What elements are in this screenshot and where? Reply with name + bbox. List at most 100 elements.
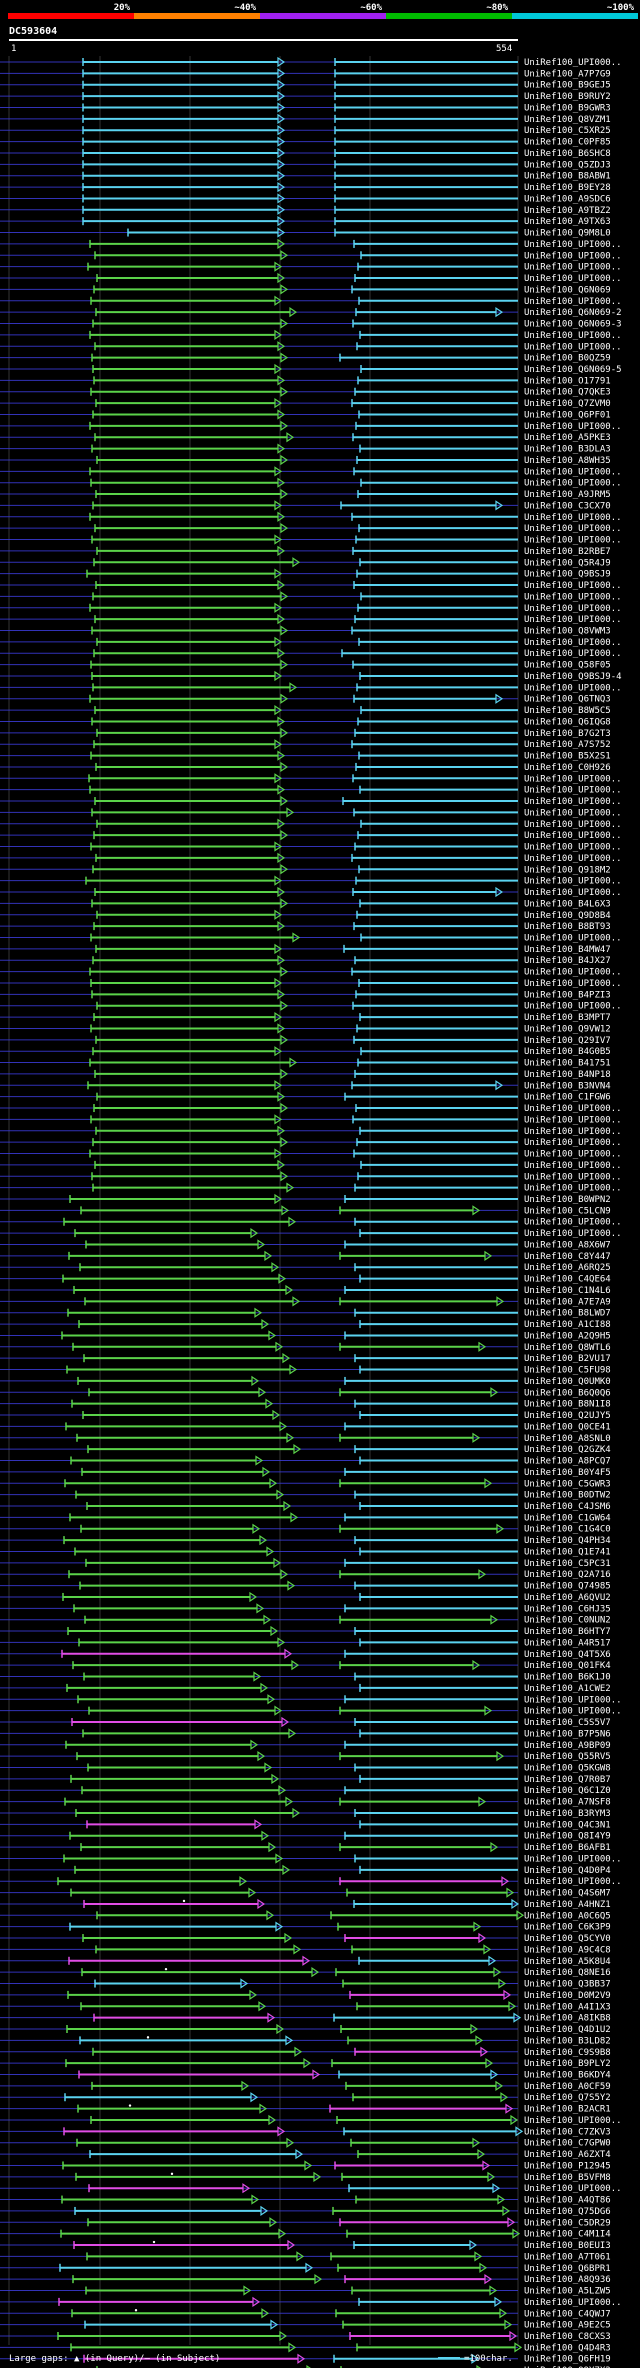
hit-label[interactable]: UniRef100_Q8WTL6 <box>524 1343 611 1353</box>
hit-label[interactable]: UniRef100_B9EY28 <box>524 183 611 193</box>
hit-label[interactable]: UniRef100_B3RYM3 <box>524 1809 611 1819</box>
hit-label[interactable]: UniRef100_B0WPN2 <box>524 1195 611 1205</box>
hit-label[interactable]: UniRef100_UPI000.. <box>524 638 622 648</box>
hit-label[interactable]: UniRef100_UPI000.. <box>524 2116 622 2126</box>
hit-label[interactable]: UniRef100_Q7R0B7 <box>524 1775 611 1785</box>
hit-label[interactable]: UniRef100_O17791 <box>524 376 611 386</box>
hit-label[interactable]: UniRef100_UPI000.. <box>524 831 622 841</box>
hit-label[interactable]: UniRef100_Q7QKE3 <box>524 388 611 398</box>
hit-label[interactable]: UniRef100_Q8I4Y9 <box>524 1832 611 1842</box>
hit-label[interactable]: UniRef100_B4G0B5 <box>524 1047 611 1057</box>
hit-label[interactable]: UniRef100_Q0CE41 <box>524 1422 611 1432</box>
hit-label[interactable]: UniRef100_B2VU17 <box>524 1354 611 1364</box>
hit-label[interactable]: UniRef100_A5K8U4 <box>524 1957 611 1967</box>
hit-label[interactable]: UniRef100_Q4T5X6 <box>524 1650 611 1660</box>
hit-label[interactable]: UniRef100_B8BT93 <box>524 922 611 932</box>
hit-label[interactable]: UniRef100_UPI000.. <box>524 797 622 807</box>
hit-label[interactable]: UniRef100_B8W5C5 <box>524 706 611 716</box>
hit-label[interactable]: UniRef100_UPI000.. <box>524 877 622 887</box>
hit-label[interactable]: UniRef100_UPI000.. <box>524 1229 622 1239</box>
hit-label[interactable]: UniRef100_A7NSF8 <box>524 1798 611 1808</box>
hit-label[interactable]: UniRef100_UPI000.. <box>524 1138 622 1148</box>
hit-label[interactable]: UniRef100_UPI000.. <box>524 615 622 625</box>
hit-label[interactable]: UniRef100_Q6FH19 <box>524 2355 611 2365</box>
hit-label[interactable]: UniRef100_Q6N069-5 <box>524 365 622 375</box>
hit-label[interactable]: UniRef100_Q8VWM3 <box>524 627 611 637</box>
hit-label[interactable]: UniRef100_Q4D4R3 <box>524 2343 611 2353</box>
hit-label[interactable]: UniRef100_UPI000.. <box>524 1707 622 1717</box>
hit-label[interactable]: UniRef100_B3LD82 <box>524 2036 611 2046</box>
hit-label[interactable]: UniRef100_UPI000.. <box>524 422 622 432</box>
hit-label[interactable]: UniRef100_B7G2T3 <box>524 729 611 739</box>
hit-label[interactable]: UniRef100_Q918M2 <box>524 865 611 875</box>
hit-label[interactable]: UniRef100_UPI000.. <box>524 1150 622 1160</box>
hit-label[interactable]: UniRef100_B6HTY7 <box>524 1627 611 1637</box>
hit-label[interactable]: UniRef100_UPI000.. <box>524 1854 622 1864</box>
hit-label[interactable]: UniRef100_A8PCQ7 <box>524 1457 611 1467</box>
hit-label[interactable]: UniRef100_Q7S5Y2 <box>524 2093 611 2103</box>
hit-label[interactable]: UniRef100_B2RBE7 <box>524 547 611 557</box>
hit-label[interactable]: UniRef100_B8N1I8 <box>524 1400 611 1410</box>
hit-label[interactable]: UniRef100_C0H926 <box>524 763 611 773</box>
hit-label[interactable]: UniRef100_B9GWR3 <box>524 103 611 113</box>
hit-label[interactable]: UniRef100_A9TX63 <box>524 217 611 227</box>
hit-label[interactable]: UniRef100_Q6PF01 <box>524 410 611 420</box>
hit-label[interactable]: UniRef100_Q2A716 <box>524 1570 611 1580</box>
hit-label[interactable]: UniRef100_C4M1I4 <box>524 2230 611 2240</box>
hit-label[interactable]: UniRef100_C9S9B8 <box>524 2048 611 2058</box>
hit-label[interactable]: UniRef100_Q9D8B4 <box>524 911 611 921</box>
hit-label[interactable]: UniRef100_A4I1X3 <box>524 2002 611 2012</box>
hit-label[interactable]: UniRef100_Q29IV7 <box>524 1036 611 1046</box>
hit-label[interactable]: UniRef100_C5GWR3 <box>524 1479 611 1489</box>
hit-label[interactable]: UniRef100_A8IKB8 <box>524 2014 611 2024</box>
hit-label[interactable]: UniRef100_C5PC31 <box>524 1559 611 1569</box>
hit-label[interactable]: UniRef100_UPI000.. <box>524 479 622 489</box>
hit-label[interactable]: UniRef100_B3DLA3 <box>524 445 611 455</box>
hit-label[interactable]: UniRef100_Q5ZDJ3 <box>524 160 611 170</box>
hit-label[interactable]: UniRef100_A1CWE2 <box>524 1684 611 1694</box>
hit-label[interactable]: UniRef100_UPI000.. <box>524 274 622 284</box>
hit-label[interactable]: UniRef100_A0C6Q5 <box>524 1911 611 1921</box>
hit-label[interactable]: UniRef100_UPI000.. <box>524 2298 622 2308</box>
hit-label[interactable]: UniRef100_A8SNL0 <box>524 1434 611 1444</box>
hit-label[interactable]: UniRef100_Q3BB37 <box>524 1980 611 1990</box>
hit-label[interactable]: UniRef100_Q2UJY5 <box>524 1411 611 1421</box>
hit-label[interactable]: UniRef100_A9C4C8 <box>524 1945 611 1955</box>
hit-label[interactable]: UniRef100_C7GPW0 <box>524 2139 611 2149</box>
hit-label[interactable]: UniRef100_C4JSM6 <box>524 1502 611 1512</box>
hit-label[interactable]: UniRef100_Q4S6M7 <box>524 1889 611 1899</box>
hit-label[interactable]: UniRef100_UPI000.. <box>524 888 622 898</box>
hit-label[interactable]: UniRef100_A9E2C5 <box>524 2321 611 2331</box>
hit-label[interactable]: UniRef100_B6AFB1 <box>524 1843 611 1853</box>
hit-label[interactable]: UniRef100_C0PF85 <box>524 138 611 148</box>
hit-label[interactable]: UniRef100_A1CI88 <box>524 1320 611 1330</box>
hit-label[interactable]: UniRef100_B4L6X3 <box>524 899 611 909</box>
hit-label[interactable]: UniRef100_A4HNZ1 <box>524 1900 611 1910</box>
hit-label[interactable]: UniRef100_UPI000.. <box>524 513 622 523</box>
hit-label[interactable]: UniRef100_A6QVU2 <box>524 1593 611 1603</box>
hit-label[interactable]: UniRef100_UPI000.. <box>524 808 622 818</box>
hit-label[interactable]: UniRef100_UPI000.. <box>524 649 622 659</box>
hit-label[interactable]: UniRef100_P12945 <box>524 2161 611 2171</box>
hit-label[interactable]: UniRef100_B8LWD7 <box>524 1309 611 1319</box>
hit-label[interactable]: UniRef100_Q8NE16 <box>524 1968 611 1978</box>
hit-label[interactable]: UniRef100_C8CXS3 <box>524 2332 611 2342</box>
hit-label[interactable]: UniRef100_UPI000.. <box>524 251 622 261</box>
hit-label[interactable]: UniRef100_B6K1J0 <box>524 1673 611 1683</box>
hit-label[interactable]: UniRef100_A9JRM5 <box>524 490 611 500</box>
hit-label[interactable]: UniRef100_A9SDC6 <box>524 194 611 204</box>
hit-label[interactable]: UniRef100_UPI000.. <box>524 1695 622 1705</box>
hit-label[interactable]: UniRef100_C1FGW6 <box>524 1093 611 1103</box>
hit-label[interactable]: UniRef100_A8WH35 <box>524 456 611 466</box>
hit-label[interactable]: UniRef100_A6RQ25 <box>524 1263 611 1273</box>
hit-label[interactable]: UniRef100_C3CX70 <box>524 501 611 511</box>
hit-label[interactable]: UniRef100_C1GW64 <box>524 1513 611 1523</box>
hit-label[interactable]: UniRef100_UPI000.. <box>524 1172 622 1182</box>
hit-label[interactable]: UniRef100_Q4D0P4 <box>524 1866 611 1876</box>
hit-label[interactable]: UniRef100_Q9M8L0 <box>524 229 611 239</box>
hit-label[interactable]: UniRef100_Q6N069-2 <box>524 308 622 318</box>
hit-label[interactable]: UniRef100_Q9BSJ9-4 <box>524 672 622 682</box>
hit-label[interactable]: UniRef100_Q8VZM1 <box>524 115 611 125</box>
hit-label[interactable]: UniRef100_Q5R4J9 <box>524 558 611 568</box>
hit-label[interactable]: UniRef100_C1N4L6 <box>524 1286 611 1296</box>
